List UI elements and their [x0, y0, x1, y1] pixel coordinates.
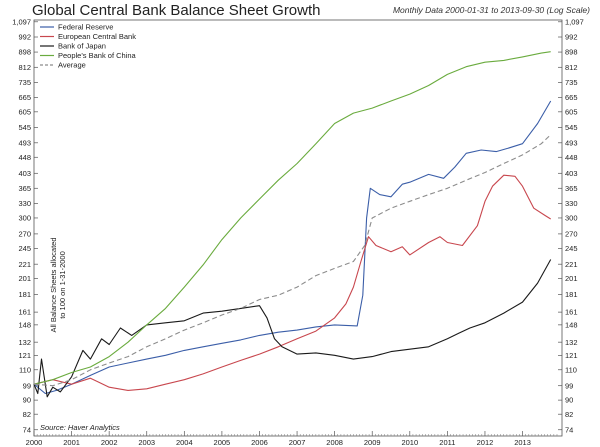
series-line-average — [33, 134, 552, 387]
x-tick-label: 2005 — [214, 438, 231, 447]
x-tick-label: 2008 — [326, 438, 343, 447]
y-tick-label-right: 121 — [565, 351, 578, 360]
y-tick-label-left: 110 — [19, 365, 31, 374]
y-axis-label: All Balance Sheets allocated — [49, 237, 58, 332]
y-tick-label-right: 365 — [565, 184, 578, 193]
legend-label: People's Bank of China — [58, 51, 137, 60]
series-line-people-s-bank-of-china — [33, 51, 551, 385]
y-tick-label-right: 545 — [565, 123, 578, 132]
x-tick-label: 2009 — [364, 438, 381, 447]
y-axis-label-cont: to 100 on 1-31-2000 — [58, 251, 67, 319]
y-tick-label-left: 201 — [18, 274, 31, 283]
y-tick-label-right: 403 — [565, 169, 578, 178]
y-tick-label-left: 403 — [18, 169, 31, 178]
y-tick-label-left: 245 — [18, 244, 31, 253]
y-tick-label-right: 181 — [565, 290, 578, 299]
legend-label: Bank of Japan — [58, 42, 106, 51]
y-tick-label-left: 330 — [18, 199, 31, 208]
y-tick-label-right: 90 — [565, 396, 573, 405]
series-line-federal-reserve — [33, 100, 552, 395]
y-tick-label-right: 201 — [565, 274, 578, 283]
y-tick-label-left: 82 — [23, 410, 31, 419]
x-tick-label: 2002 — [101, 438, 118, 447]
x-tick-label: 2006 — [251, 438, 268, 447]
legend-label: Federal Reserve — [58, 23, 113, 32]
y-tick-label-right: 898 — [565, 48, 578, 57]
x-tick-label: 2003 — [138, 438, 155, 447]
y-tick-label-right: 493 — [565, 138, 578, 147]
y-tick-label-left: 221 — [18, 260, 31, 269]
y-tick-label-right: 148 — [565, 320, 578, 329]
y-tick-label-left: 161 — [18, 308, 31, 317]
x-tick-label: 2007 — [289, 438, 306, 447]
y-tick-label-right: 99 — [565, 381, 573, 390]
chart-title: Global Central Bank Balance Sheet Growth — [32, 2, 321, 19]
y-tick-label-right: 330 — [565, 199, 578, 208]
y-tick-label-left: 1,097 — [12, 17, 31, 26]
y-tick-label-left: 665 — [18, 93, 31, 102]
chart-subtitle: Monthly Data 2000-01-31 to 2013-09-30 (L… — [392, 5, 590, 15]
y-tick-label-right: 300 — [565, 214, 578, 223]
y-tick-label-right: 245 — [565, 244, 578, 253]
source-note: Source: Haver Analytics — [40, 423, 120, 432]
legend-label: Average — [58, 61, 86, 70]
x-tick-label: 2001 — [63, 438, 80, 447]
y-tick-label-left: 148 — [18, 320, 31, 329]
y-tick-label-left: 90 — [23, 396, 31, 405]
y-tick-label-left: 898 — [18, 48, 31, 57]
y-tick-label-left: 99 — [23, 381, 31, 390]
y-tick-label-right: 74 — [565, 425, 573, 434]
y-tick-label-left: 270 — [18, 229, 31, 238]
y-tick-label-left: 448 — [18, 153, 31, 162]
y-tick-label-right: 82 — [565, 410, 573, 419]
y-tick-label-left: 74 — [23, 425, 31, 434]
y-tick-label-left: 545 — [18, 123, 31, 132]
y-tick-label-right: 665 — [565, 93, 578, 102]
y-tick-label-right: 812 — [565, 63, 578, 72]
y-tick-label-right: 110 — [565, 365, 577, 374]
series-line-bank-of-japan — [33, 259, 552, 398]
y-tick-label-left: 812 — [18, 63, 31, 72]
series-line-european-central-bank — [33, 174, 551, 391]
y-tick-label-left: 493 — [18, 138, 31, 147]
x-tick-label: 2012 — [477, 438, 494, 447]
plot-frame — [33, 19, 563, 437]
y-tick-label-left: 735 — [18, 78, 31, 87]
x-tick-label: 2000 — [26, 438, 43, 447]
y-tick-label-left: 992 — [18, 33, 31, 42]
x-tick-label: 2004 — [176, 438, 193, 447]
x-tick-label: 2013 — [514, 438, 531, 447]
y-tick-label-right: 1,097 — [565, 17, 584, 26]
y-tick-label-right: 132 — [565, 338, 578, 347]
y-tick-label-right: 221 — [565, 260, 578, 269]
y-tick-label-right: 448 — [565, 153, 578, 162]
y-tick-label-left: 300 — [18, 214, 31, 223]
y-tick-label-right: 992 — [565, 33, 578, 42]
y-tick-label-left: 121 — [18, 351, 31, 360]
y-tick-label-left: 365 — [18, 184, 31, 193]
legend-label: European Central Bank — [58, 32, 136, 41]
x-tick-label: 2010 — [401, 438, 418, 447]
x-tick-label: 2011 — [439, 438, 455, 447]
y-tick-label-left: 605 — [18, 107, 31, 116]
y-tick-label-left: 132 — [18, 338, 31, 347]
y-tick-label-right: 735 — [565, 78, 578, 87]
y-tick-label-right: 270 — [565, 229, 578, 238]
y-tick-label-left: 181 — [18, 290, 31, 299]
y-tick-label-right: 161 — [565, 308, 578, 317]
y-tick-label-right: 605 — [565, 107, 578, 116]
